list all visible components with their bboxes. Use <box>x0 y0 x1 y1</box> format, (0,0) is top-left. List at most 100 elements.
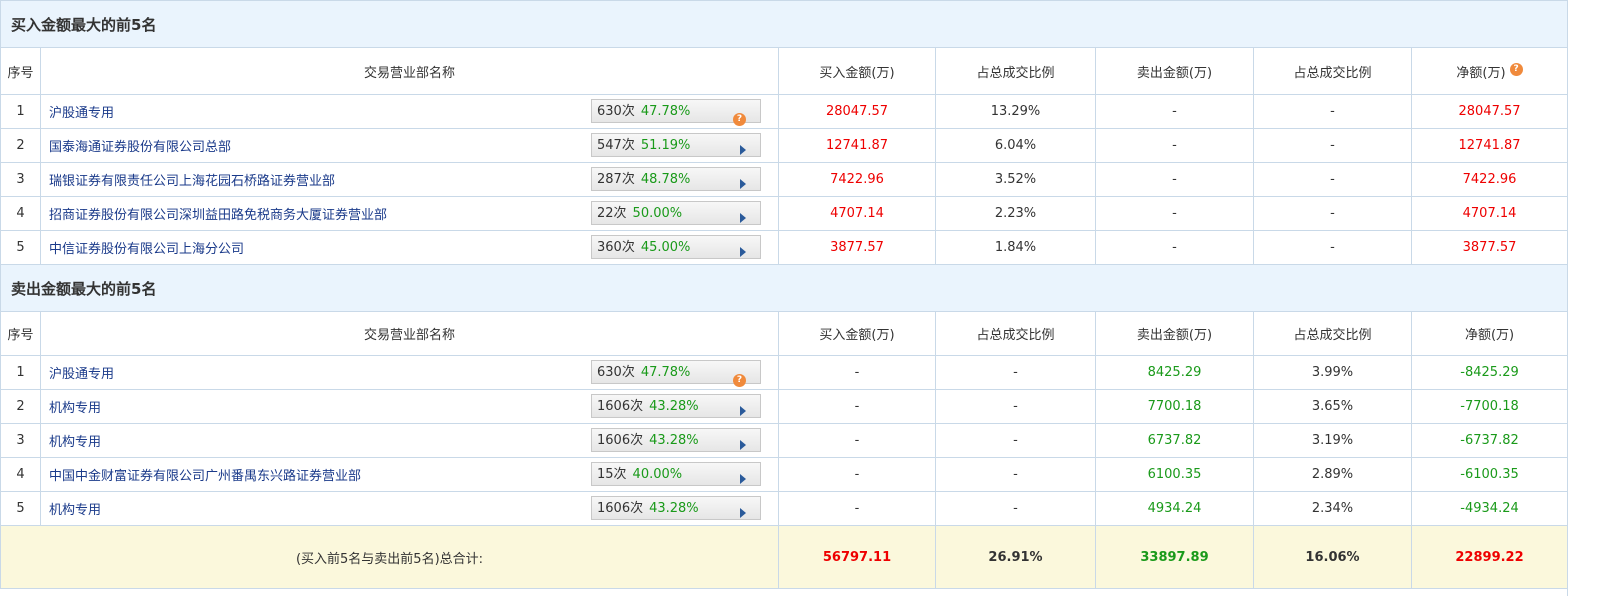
question-icon[interactable]: ? <box>733 374 746 387</box>
cell-net: 12741.87 <box>1410 128 1569 163</box>
broker-stats-badge[interactable]: 1606次 43.28% <box>591 394 761 418</box>
cell-sell: - <box>1095 128 1254 163</box>
times: 15次 <box>597 467 627 482</box>
cell-net: -8425.29 <box>1410 355 1569 390</box>
broker-name-link[interactable]: 国泰海通证券股份有限公司总部 <box>49 140 232 155</box>
broker-name-link[interactable]: 中信证券股份有限公司上海分公司 <box>49 242 245 257</box>
broker-name-link[interactable]: 机构专用 <box>49 503 102 518</box>
win-rate: 48.78% <box>640 172 691 187</box>
arrow-right-icon[interactable] <box>740 474 746 484</box>
section-header-buy: 买入金额最大的前5名 <box>0 0 1569 48</box>
broker-name-link[interactable]: 沪股通专用 <box>49 106 115 121</box>
arrow-right-icon[interactable] <box>740 406 746 416</box>
cell-index: 2 <box>0 389 41 424</box>
cell-net: 4707.14 <box>1410 196 1569 231</box>
cell-sell: - <box>1095 230 1254 265</box>
times: 1606次 <box>597 399 644 414</box>
cell-sell_ratio: - <box>1253 230 1412 265</box>
cell-sell: - <box>1095 196 1254 231</box>
question-icon[interactable]: ? <box>1509 63 1523 77</box>
times: 287次 <box>597 172 635 187</box>
table-row: 1 沪股通专用 630次 47.78%? 28047.57 13.29% - -2804… <box>0 94 1569 129</box>
arrow-right-icon[interactable] <box>740 440 746 450</box>
cell-buy: - <box>778 491 936 526</box>
broker-stats-badge[interactable]: 15次 40.00% <box>591 462 761 486</box>
column-header-net: 净额(万) <box>1410 311 1569 356</box>
cell-buy: 12741.87 <box>778 128 936 163</box>
cell-buy_ratio: 1.84% <box>935 230 1096 265</box>
times: 630次 <box>597 365 635 380</box>
cell-buy_ratio: - <box>935 491 1096 526</box>
win-rate: 43.28% <box>649 433 699 448</box>
broker-stats-badge[interactable]: 360次 45.00% <box>591 235 761 259</box>
win-rate: 40.00% <box>632 467 683 482</box>
cell-name: 招商证券股份有限公司深圳益田路免税商务大厦证券营业部 22次 50.00% <box>40 196 779 231</box>
total-buy: 56797.11 <box>778 525 936 589</box>
broker-stats-badge[interactable]: 1606次 43.28% <box>591 496 761 520</box>
broker-table: 买入金额最大的前5名 序号 交易营业部名称 买入金额(万) 占总成交比例 卖出金额(万) 占… <box>0 0 1569 589</box>
cell-sell_ratio: 3.19% <box>1253 423 1412 458</box>
table-row: 4 中国中金财富证券有限公司广州番禺东兴路证券营业部 15次 40.00% --6… <box>0 457 1569 492</box>
broker-stats-badge[interactable]: 630次 47.78%? <box>591 99 761 126</box>
cell-net: 7422.96 <box>1410 162 1569 197</box>
cell-name: 沪股通专用 630次 47.78%? <box>40 94 779 129</box>
cell-sell_ratio: 2.89% <box>1253 457 1412 492</box>
broker-stats-badge[interactable]: 22次 50.00% <box>591 201 761 225</box>
cell-net: 28047.57 <box>1410 94 1569 129</box>
win-rate: 51.19% <box>640 138 691 153</box>
column-header-sell_ratio: 占总成交比例 <box>1253 47 1412 95</box>
total-net: 22899.22 <box>1410 525 1569 589</box>
column-header-buy: 买入金额(万) <box>778 311 936 356</box>
cell-buy_ratio: 2.23% <box>935 196 1096 231</box>
cell-sell: - <box>1095 94 1254 129</box>
table-row: 4 招商证券股份有限公司深圳益田路免税商务大厦证券营业部 22次 50.00% 4… <box>0 196 1569 231</box>
column-header-index: 序号 <box>0 47 41 95</box>
broker-name-link[interactable]: 机构专用 <box>49 435 102 450</box>
broker-name-link[interactable]: 招商证券股份有限公司深圳益田路免税商务大厦证券营业部 <box>49 208 388 223</box>
cell-buy_ratio: 13.29% <box>935 94 1096 129</box>
broker-name-link[interactable]: 沪股通专用 <box>49 367 115 382</box>
section-title: 卖出金额最大的前5名 <box>0 264 1569 312</box>
arrow-right-icon[interactable] <box>740 179 746 189</box>
cell-buy_ratio: - <box>935 389 1096 424</box>
cell-sell: 6100.35 <box>1095 457 1254 492</box>
broker-stats-badge[interactable]: 547次 51.19% <box>591 133 761 157</box>
broker-stats-badge[interactable]: 630次 47.78%? <box>591 360 761 387</box>
cell-net: 3877.57 <box>1410 230 1569 265</box>
broker-name-link[interactable]: 机构专用 <box>49 401 102 416</box>
section-title: 买入金额最大的前5名 <box>0 0 1569 48</box>
column-header-buy_ratio: 占总成交比例 <box>935 47 1096 95</box>
broker-stats-badge[interactable]: 287次 48.78% <box>591 167 761 191</box>
cell-buy: - <box>778 355 936 390</box>
broker-name-link[interactable]: 瑞银证券有限责任公司上海花园石桥路证券营业部 <box>49 174 336 189</box>
question-icon[interactable]: ? <box>733 113 746 126</box>
win-rate: 45.00% <box>640 240 691 255</box>
table-row: 1 沪股通专用 630次 47.78%? - -8425.29 3.99% -8425.… <box>0 355 1569 390</box>
cell-sell_ratio: - <box>1253 94 1412 129</box>
cell-index: 4 <box>0 457 41 492</box>
table-row: 3 机构专用 1606次 43.28% - -6737.82 3.19% -6737.8… <box>0 423 1569 458</box>
column-header-name: 交易营业部名称 <box>40 47 779 95</box>
broker-name-link[interactable]: 中国中金财富证券有限公司广州番禺东兴路证券营业部 <box>49 469 362 484</box>
cell-index: 1 <box>0 355 41 390</box>
total-label: (买入前5名与卖出前5名)总合计: <box>0 525 779 589</box>
cell-sell_ratio: - <box>1253 162 1412 197</box>
column-header-buy: 买入金额(万) <box>778 47 936 95</box>
cell-index: 3 <box>0 423 41 458</box>
broker-stats-badge[interactable]: 1606次 43.28% <box>591 428 761 452</box>
cell-name: 机构专用 1606次 43.28% <box>40 491 779 526</box>
arrow-right-icon[interactable] <box>740 145 746 155</box>
table-row: 2 国泰海通证券股份有限公司总部 547次 51.19% 12741.87 6.04… <box>0 128 1569 163</box>
cell-index: 2 <box>0 128 41 163</box>
cell-buy_ratio: - <box>935 457 1096 492</box>
cell-sell_ratio: 3.99% <box>1253 355 1412 390</box>
arrow-right-icon[interactable] <box>740 508 746 518</box>
cell-buy_ratio: - <box>935 355 1096 390</box>
cell-sell: 6737.82 <box>1095 423 1254 458</box>
cell-name: 中国中金财富证券有限公司广州番禺东兴路证券营业部 15次 40.00% <box>40 457 779 492</box>
arrow-right-icon[interactable] <box>740 213 746 223</box>
table-row: 2 机构专用 1606次 43.28% - -7700.18 3.65% -7700.1… <box>0 389 1569 424</box>
right-margin <box>1567 0 1617 596</box>
arrow-right-icon[interactable] <box>740 247 746 257</box>
table-row: 5 中信证券股份有限公司上海分公司 360次 45.00% 3877.57 1.84… <box>0 230 1569 265</box>
